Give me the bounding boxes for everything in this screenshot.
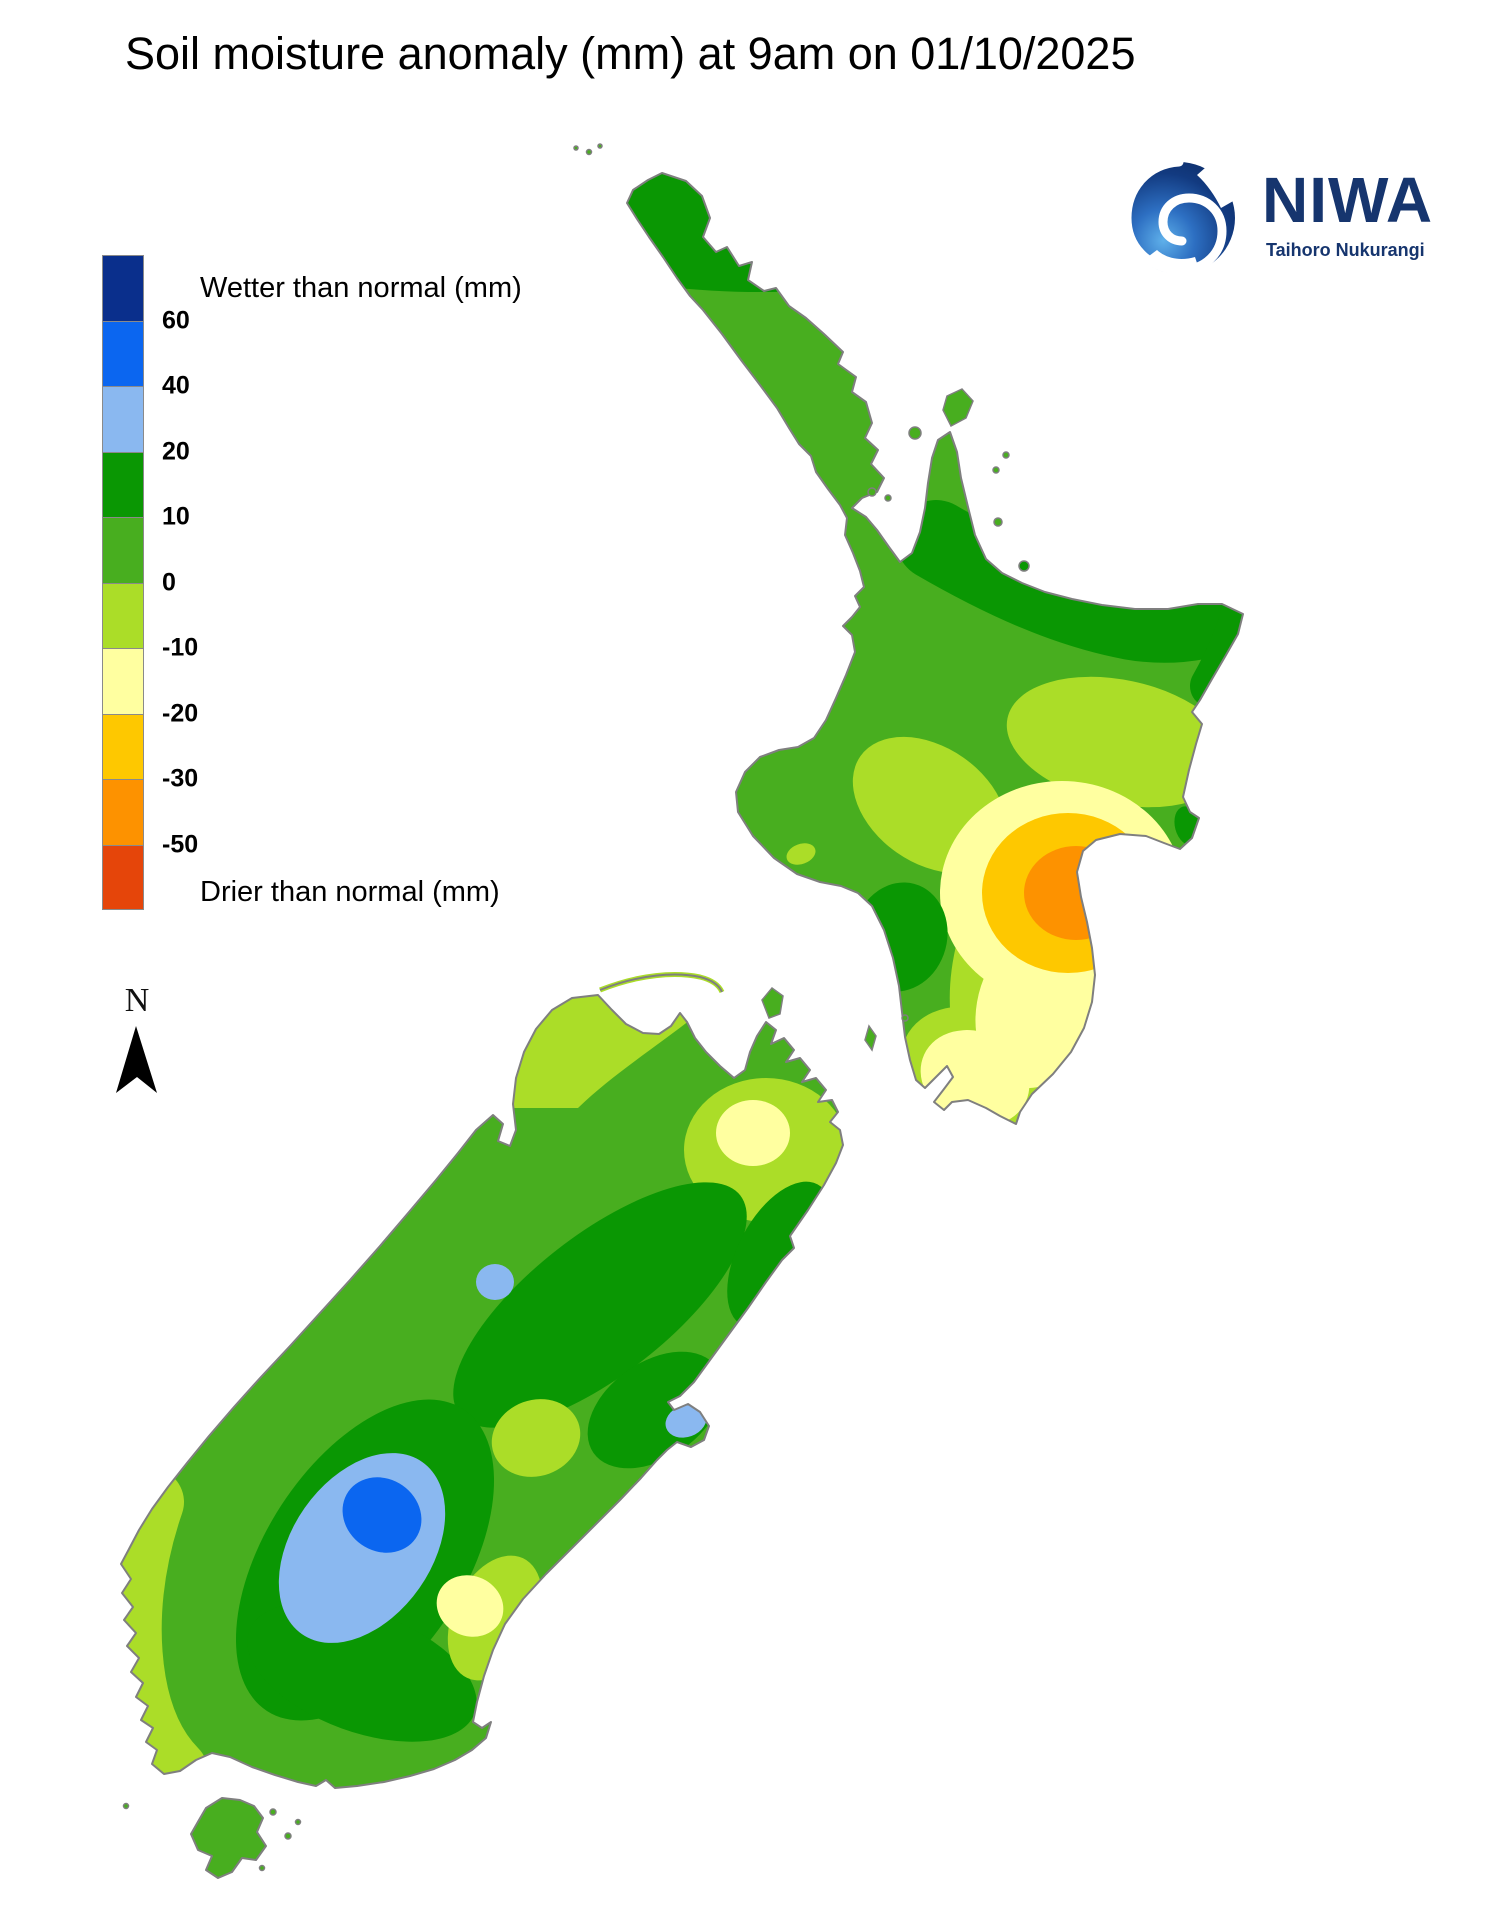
legend-swatch--10-0	[102, 582, 144, 648]
compass-north-label: N	[124, 982, 150, 1019]
legend-color-bar	[102, 255, 144, 910]
niwa-logo-tagline: Taihoro Nukurangi	[1266, 240, 1425, 260]
legend-tick-label: 40	[162, 371, 190, 400]
north-island	[626, 172, 1244, 1125]
legend-ticks: 60 40 20 10 0 -10 -20 -30 -50	[162, 255, 242, 910]
niwa-logo-text: NIWA	[1262, 164, 1434, 236]
legend-wetter-label: Wetter than normal (mm)	[200, 272, 522, 304]
anomaly-region--10-0	[491, 1399, 581, 1477]
legend-tick-label: 0	[162, 568, 176, 596]
legend-tick-label: 60	[162, 306, 190, 334]
anomaly-region--20--10	[920, 1030, 1030, 1124]
anomaly-region-10-20	[690, 421, 710, 439]
legend-swatch--50--30	[102, 779, 144, 845]
anomaly-region-10-20	[627, 173, 910, 293]
legend-tick-label: -10	[162, 633, 199, 662]
map-title: Soil moisture anomaly (mm) at 9am on 01/…	[125, 28, 1136, 79]
anomaly-region-10-20	[804, 289, 838, 317]
legend-swatch--20--10	[102, 648, 144, 714]
anomaly-region--50--30	[1024, 846, 1128, 940]
anomaly-region-20-40	[665, 1404, 707, 1438]
anomaly-region-40-60	[342, 1477, 422, 1553]
anomaly-region--10-0	[500, 995, 705, 1108]
anomaly-region-10-20	[247, 1602, 477, 1742]
legend-swatch-40-60	[102, 320, 144, 386]
niwa-logo-swirl-icon	[1122, 157, 1235, 275]
anomaly-region--20--10	[436, 1575, 504, 1637]
anomaly-region--10-0	[786, 843, 816, 865]
stewart-island	[190, 1797, 267, 1879]
anomaly-region--10-0	[1006, 676, 1234, 808]
legend-tick-label: -30	[162, 764, 199, 793]
legend-swatch-0-10	[102, 517, 144, 583]
north-arrow-icon	[116, 1026, 157, 1093]
legend-tick-label: -20	[162, 699, 199, 727]
legend-drier-label: Drier than normal (mm)	[200, 876, 500, 908]
anomaly-region-10-20	[896, 500, 1243, 663]
offshore-islands	[122, 143, 1030, 1872]
legend-swatch->60	[102, 255, 144, 321]
legend-swatch-10-20	[102, 451, 144, 517]
legend-tick-label: 20	[162, 437, 190, 465]
anomaly-region-10-20	[453, 1182, 747, 1428]
legend-tick-label: 10	[162, 502, 190, 531]
legend-swatch-<-50	[102, 844, 144, 910]
anomaly-region-10-20	[587, 1351, 723, 1469]
anomaly-region-20-40	[476, 1264, 514, 1300]
anomaly-region--20--10	[716, 1100, 790, 1166]
legend-swatch--30--20	[102, 713, 144, 779]
legend-tick-label: -50	[162, 830, 199, 858]
legend-swatch-20-40	[102, 386, 144, 452]
south-island	[120, 994, 844, 1789]
